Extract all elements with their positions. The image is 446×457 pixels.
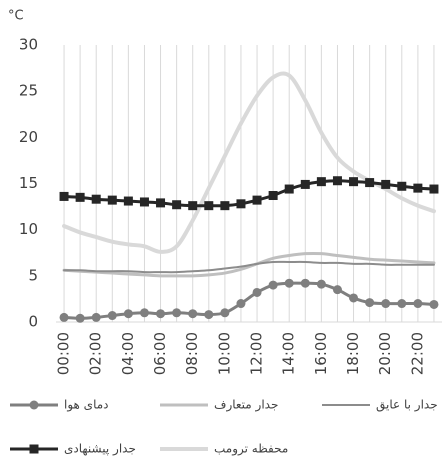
x-tick-label: 12:00	[248, 332, 266, 375]
x-tick-label: 22:00	[408, 332, 426, 375]
point	[139, 197, 149, 207]
point	[220, 201, 230, 211]
point	[397, 299, 407, 309]
point	[300, 278, 310, 288]
point	[268, 280, 278, 290]
legend-marker	[29, 444, 39, 454]
series-line	[62, 281, 436, 320]
x-tick-label: 04:00	[119, 332, 137, 375]
point	[107, 311, 117, 321]
point	[429, 299, 439, 309]
point	[188, 309, 198, 319]
point	[316, 279, 326, 289]
point	[300, 179, 310, 189]
point	[365, 298, 375, 308]
x-tick-label: 02:00	[87, 332, 105, 375]
series-line	[63, 260, 435, 274]
point	[284, 278, 294, 288]
point	[188, 201, 198, 211]
y-tick-label: 10	[19, 220, 38, 238]
y-tick-label: 25	[19, 82, 38, 100]
point	[365, 178, 375, 188]
point	[413, 299, 423, 309]
x-tick-label: 18:00	[344, 332, 362, 375]
point	[236, 199, 246, 209]
y-tick-label: 0	[28, 313, 38, 331]
x-tick-label: 06:00	[151, 332, 169, 375]
point	[59, 191, 69, 201]
point	[172, 200, 182, 210]
y-tick-label: 5	[28, 266, 38, 284]
point	[123, 196, 133, 206]
point	[220, 308, 230, 318]
legend-marker	[29, 400, 39, 410]
point	[139, 308, 149, 318]
point	[252, 287, 262, 297]
y-tick-label: 15	[19, 174, 38, 192]
series-line	[62, 71, 436, 254]
point	[156, 198, 166, 208]
legend-label: دمای هوا	[64, 398, 109, 413]
point	[75, 192, 85, 202]
legend-label: جدار متعارف	[214, 398, 278, 413]
point	[397, 181, 407, 191]
point	[236, 299, 246, 309]
x-tick-label: 00:00	[55, 332, 73, 375]
point	[91, 194, 101, 204]
x-tick-label: 16:00	[312, 332, 330, 375]
point	[332, 285, 342, 295]
legend-label: جدار با عایق	[376, 398, 438, 413]
point	[156, 309, 166, 319]
point	[204, 310, 214, 320]
legend-label: جدار پیشنهادی	[64, 442, 136, 457]
x-tick-label: 08:00	[183, 332, 201, 375]
point	[413, 183, 423, 193]
point	[429, 184, 439, 194]
point	[91, 312, 101, 322]
point	[204, 201, 214, 211]
series-line	[62, 179, 436, 208]
point	[349, 293, 359, 303]
y-axis-unit: °C	[8, 9, 24, 24]
point	[316, 177, 326, 187]
point	[172, 308, 182, 318]
point	[332, 176, 342, 186]
point	[75, 313, 85, 323]
point	[268, 191, 278, 201]
x-tick-label: 14:00	[280, 332, 298, 375]
legend-label: محفظه ترومب	[214, 442, 288, 457]
point	[284, 184, 294, 194]
series-line	[62, 251, 436, 278]
y-tick-label: 20	[19, 128, 38, 146]
point	[252, 195, 262, 205]
y-tick-label: 30	[19, 36, 38, 54]
point	[123, 309, 133, 319]
point	[349, 177, 359, 187]
point	[107, 195, 117, 205]
point	[381, 179, 391, 189]
x-tick-label: 20:00	[376, 332, 394, 375]
x-tick-label: 10:00	[215, 332, 233, 375]
point	[59, 312, 69, 322]
point	[381, 299, 391, 309]
